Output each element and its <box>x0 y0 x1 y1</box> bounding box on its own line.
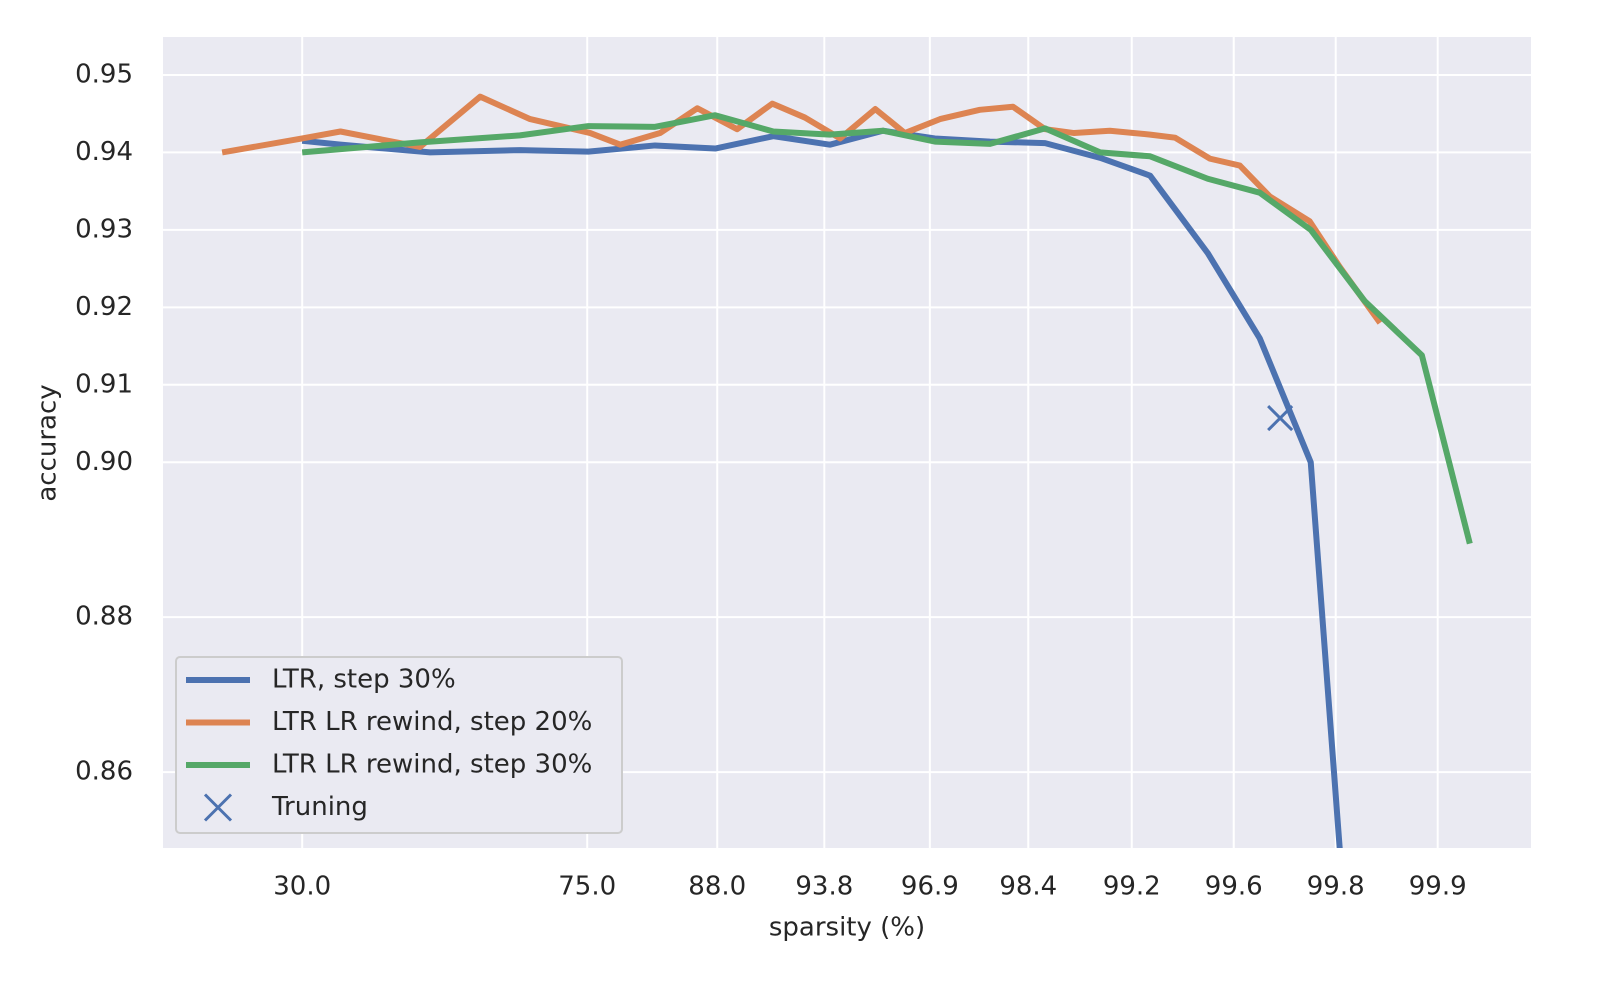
legend-label: LTR, step 30% <box>272 665 456 695</box>
y-tick-label: 0.91 <box>75 369 133 399</box>
y-tick-label: 0.86 <box>75 757 133 787</box>
x-tick-label: 93.8 <box>795 872 853 902</box>
labels: 30.0 75.0 88.0 93.8 96.9 98.4 99.2 99.6 99.8 99.9… <box>75 59 1467 901</box>
y-tick-label: 0.93 <box>75 214 133 244</box>
legend-label: LTR LR rewind, step 30% <box>272 750 592 780</box>
x-tick-label: 30.0 <box>273 872 331 902</box>
series-line <box>221 93 1383 325</box>
y-tick-label: 0.92 <box>75 292 133 322</box>
x-tick-label: 88.0 <box>688 872 746 902</box>
x-tick-label: 99.6 <box>1205 872 1263 902</box>
y-tick-label: 0.88 <box>75 602 133 632</box>
legend-label: LTR LR rewind, step 20% <box>272 707 592 737</box>
x-tick-label: 75.0 <box>558 872 616 902</box>
y-tick-label: 0.90 <box>75 447 133 477</box>
x-tick-label: 99.8 <box>1307 872 1365 902</box>
y-tick-label: 0.94 <box>75 137 133 167</box>
grid <box>163 37 1531 848</box>
x-tick-label: 96.9 <box>901 872 959 902</box>
y-tick-label: 0.95 <box>75 59 133 89</box>
x-tick-label: 98.4 <box>999 872 1057 902</box>
series-line <box>301 112 1473 545</box>
x-marker <box>203 793 233 822</box>
x-axis-label: sparsity (%) <box>769 913 925 943</box>
x-tick-label: 99.2 <box>1103 872 1161 902</box>
y-axis-label: accuracy <box>33 384 63 501</box>
x-marker <box>1267 405 1294 432</box>
legend-box <box>175 656 623 834</box>
lines <box>221 93 1473 848</box>
x-tick-label: 99.9 <box>1409 872 1467 902</box>
legend: LTR, step 30% LTR LR rewind, step 20% LTR … <box>175 656 623 834</box>
legend-label: Truning <box>271 792 368 822</box>
